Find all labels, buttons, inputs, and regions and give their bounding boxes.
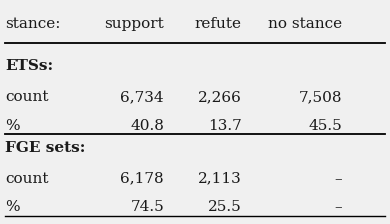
Text: FGE sets:: FGE sets: <box>5 141 86 155</box>
Text: 74.5: 74.5 <box>130 200 164 215</box>
Text: –: – <box>335 200 342 215</box>
Text: count: count <box>5 90 49 104</box>
Text: 6,178: 6,178 <box>121 172 164 186</box>
Text: count: count <box>5 172 49 186</box>
Text: 40.8: 40.8 <box>130 119 164 133</box>
Text: refute: refute <box>195 17 241 31</box>
Text: 2,266: 2,266 <box>198 90 241 104</box>
Text: 2,113: 2,113 <box>198 172 241 186</box>
Text: 25.5: 25.5 <box>208 200 241 215</box>
Text: %: % <box>5 119 20 133</box>
Text: 6,734: 6,734 <box>121 90 164 104</box>
Text: 7,508: 7,508 <box>299 90 342 104</box>
Text: ETSs:: ETSs: <box>5 59 53 73</box>
Text: support: support <box>104 17 164 31</box>
Text: –: – <box>335 172 342 186</box>
Text: stance:: stance: <box>5 17 61 31</box>
Text: 45.5: 45.5 <box>308 119 342 133</box>
Text: 13.7: 13.7 <box>208 119 241 133</box>
Text: %: % <box>5 200 20 215</box>
Text: no stance: no stance <box>268 17 342 31</box>
